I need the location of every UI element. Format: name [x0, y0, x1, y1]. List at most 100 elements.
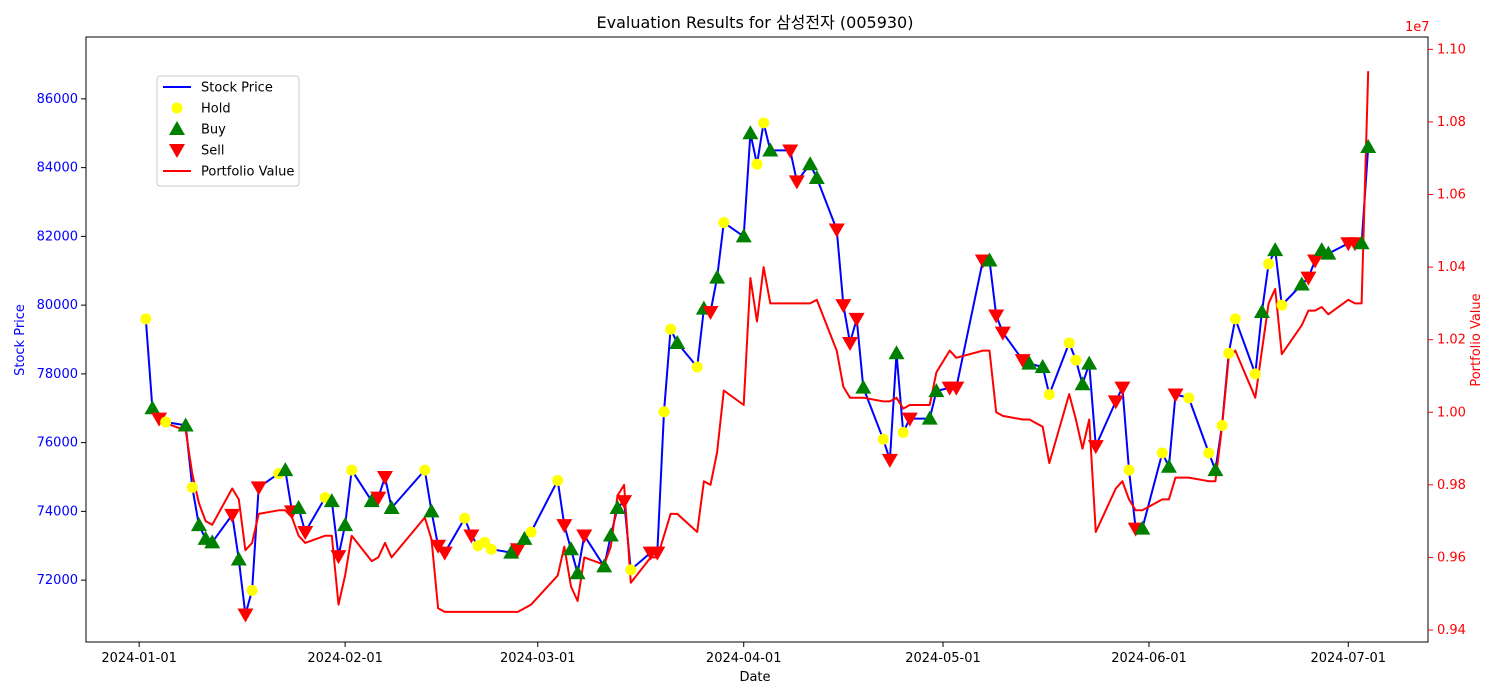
- hold-marker: [658, 406, 670, 418]
- sell-marker: [1114, 381, 1131, 396]
- x-tick-label: 2024-01-01: [101, 651, 177, 666]
- buy-marker: [337, 517, 354, 532]
- buy-marker: [204, 534, 221, 549]
- hold-marker: [1263, 258, 1275, 270]
- buy-marker: [762, 142, 779, 157]
- buy-marker: [742, 125, 759, 140]
- buy-marker: [290, 499, 307, 514]
- buy-marker: [1074, 376, 1091, 391]
- y-left-tick-label: 82000: [37, 229, 78, 244]
- y-axis-right-label: Portfolio Value: [1469, 293, 1484, 386]
- hold-marker: [1063, 337, 1075, 349]
- y-right-tick-label: 1.00: [1437, 405, 1466, 420]
- buy-marker: [363, 493, 380, 508]
- sell-marker: [297, 526, 314, 540]
- y-right-tick-label: 1.10: [1437, 42, 1466, 57]
- sell-marker: [782, 144, 799, 159]
- legend-swatch-sell: [169, 144, 185, 158]
- legend-swatch-hold: [171, 102, 183, 114]
- sell-marker: [224, 508, 241, 523]
- legend-label: Sell: [201, 144, 224, 159]
- sell-marker: [948, 381, 965, 396]
- sell-marker: [994, 326, 1011, 341]
- hold-marker: [751, 158, 763, 170]
- buy-marker: [1267, 242, 1284, 257]
- buy-marker: [144, 400, 161, 415]
- legend-label: Portfolio Value: [201, 165, 294, 180]
- y-left-tick-label: 76000: [37, 436, 78, 451]
- buy-marker: [1320, 245, 1337, 260]
- buy-marker: [855, 379, 872, 394]
- sell-marker: [151, 412, 168, 427]
- y-axis-right: 0.94 0.96 0.98 1.00 1.02 1.04 1.06 1.08 1.10: [1428, 42, 1466, 638]
- buy-marker: [516, 530, 533, 545]
- y-left-tick-label: 74000: [37, 504, 78, 519]
- sell-marker: [842, 336, 859, 351]
- buy-marker: [277, 462, 294, 477]
- legend-label: Hold: [201, 102, 231, 117]
- sell-marker: [237, 608, 254, 623]
- buy-marker: [1360, 139, 1377, 153]
- y-left-tick-label: 80000: [37, 298, 78, 313]
- hold-marker: [346, 464, 358, 476]
- buy-marker: [1160, 458, 1177, 473]
- hold-marker: [1216, 419, 1228, 431]
- buy-marker: [1207, 462, 1224, 477]
- buy-marker: [602, 527, 619, 542]
- y-right-tick-label: 1.08: [1437, 115, 1466, 130]
- sell-marker: [988, 309, 1005, 324]
- y-right-tick-label: 0.98: [1437, 478, 1466, 493]
- buy-marker: [190, 517, 207, 532]
- sell-marker: [330, 550, 347, 565]
- sell-marker: [828, 223, 845, 238]
- legend-swatch-buy: [169, 121, 185, 135]
- hold-marker: [459, 512, 471, 524]
- sell-marker: [250, 481, 267, 496]
- buy-marker: [596, 558, 613, 573]
- sell-marker: [702, 306, 719, 320]
- y-left-tick-label: 86000: [37, 92, 78, 107]
- buy-marker: [709, 269, 726, 284]
- sell-marker: [436, 546, 453, 561]
- hold-marker: [1276, 299, 1288, 311]
- hold-marker: [1249, 368, 1261, 380]
- sell-marker: [881, 453, 898, 468]
- sell-marker: [370, 491, 387, 506]
- sell-marker: [848, 312, 865, 327]
- y-right-tick-label: 0.94: [1437, 623, 1466, 638]
- sell-marker: [649, 546, 666, 561]
- sell-marker: [788, 175, 805, 190]
- sell-marker: [1087, 440, 1104, 455]
- buy-marker: [609, 499, 626, 514]
- hold-marker: [1229, 313, 1241, 325]
- x-tick-label: 2024-05-01: [905, 651, 981, 666]
- hold-marker: [877, 433, 889, 445]
- chart-title: Evaluation Results for 삼성전자 (005930): [597, 13, 914, 32]
- buy-marker: [981, 252, 998, 267]
- hold-marker: [246, 584, 258, 596]
- hold-marker: [1043, 389, 1055, 400]
- y-right-tick-label: 0.96: [1437, 550, 1466, 565]
- hold-marker: [419, 464, 431, 476]
- hold-marker: [1070, 354, 1082, 366]
- sell-marker: [1014, 354, 1031, 369]
- hold-marker: [525, 526, 537, 538]
- sell-marker: [576, 529, 593, 544]
- legend-box: [156, 75, 300, 187]
- buy-marker: [735, 228, 752, 243]
- y-axis-right-offset: 1e7: [1405, 20, 1430, 35]
- hold-marker: [758, 117, 770, 129]
- hold-marker: [718, 217, 730, 229]
- y-right-tick-label: 1.04: [1437, 260, 1466, 275]
- y-left-tick-label: 84000: [37, 161, 78, 176]
- buy-marker: [1021, 355, 1038, 370]
- y-right-tick-label: 1.02: [1437, 333, 1466, 348]
- hold-marker: [1223, 347, 1235, 359]
- sell-marker: [1107, 395, 1124, 410]
- x-tick-label: 2024-03-01: [500, 651, 576, 666]
- buy-marker: [808, 169, 825, 184]
- sell-marker: [835, 299, 852, 314]
- portfolio-value-line: [151, 71, 1370, 613]
- hold-marker: [552, 474, 564, 486]
- buy-marker: [323, 493, 340, 508]
